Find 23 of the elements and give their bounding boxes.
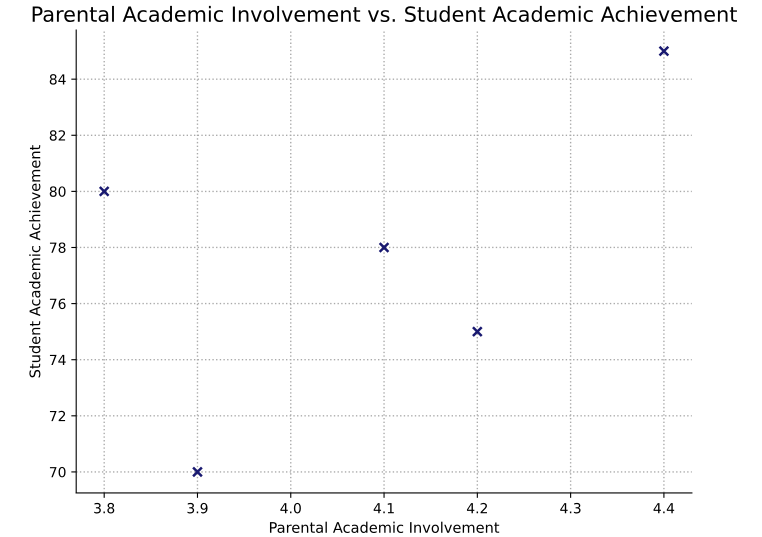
y-tick-label: 72 bbox=[50, 410, 66, 422]
x-tick-label: 4.4 bbox=[654, 503, 674, 514]
y-axis-title: Student Academic Achievement bbox=[29, 145, 40, 378]
point bbox=[98, 186, 110, 198]
chart-title: Parental Academic Involvement vs. Student Academic Achievement bbox=[32, 6, 737, 22]
point bbox=[472, 326, 483, 338]
x-tick-label: 4.0 bbox=[280, 502, 301, 514]
x-tick-label: 4.2 bbox=[466, 502, 487, 514]
point bbox=[658, 45, 670, 57]
x-tick-label: 3.8 bbox=[94, 502, 114, 514]
y-tick-label: 78 bbox=[50, 242, 66, 253]
y-tick-label: 76 bbox=[50, 298, 66, 310]
point bbox=[192, 466, 204, 478]
x-tick-label: 4.3 bbox=[560, 502, 581, 514]
y-tick-label: 82 bbox=[50, 130, 66, 141]
x-axis-title: Parental Academic Involvement bbox=[270, 522, 500, 533]
y-tick-label: 74 bbox=[50, 354, 66, 365]
point bbox=[378, 242, 390, 254]
y-tick-label: 70 bbox=[50, 466, 66, 478]
y-tick-label: 80 bbox=[50, 186, 66, 197]
x-tick-label: 3.9 bbox=[187, 502, 208, 514]
y-tick-label: 84 bbox=[50, 74, 66, 85]
x-tick-label: 4.1 bbox=[374, 503, 394, 514]
